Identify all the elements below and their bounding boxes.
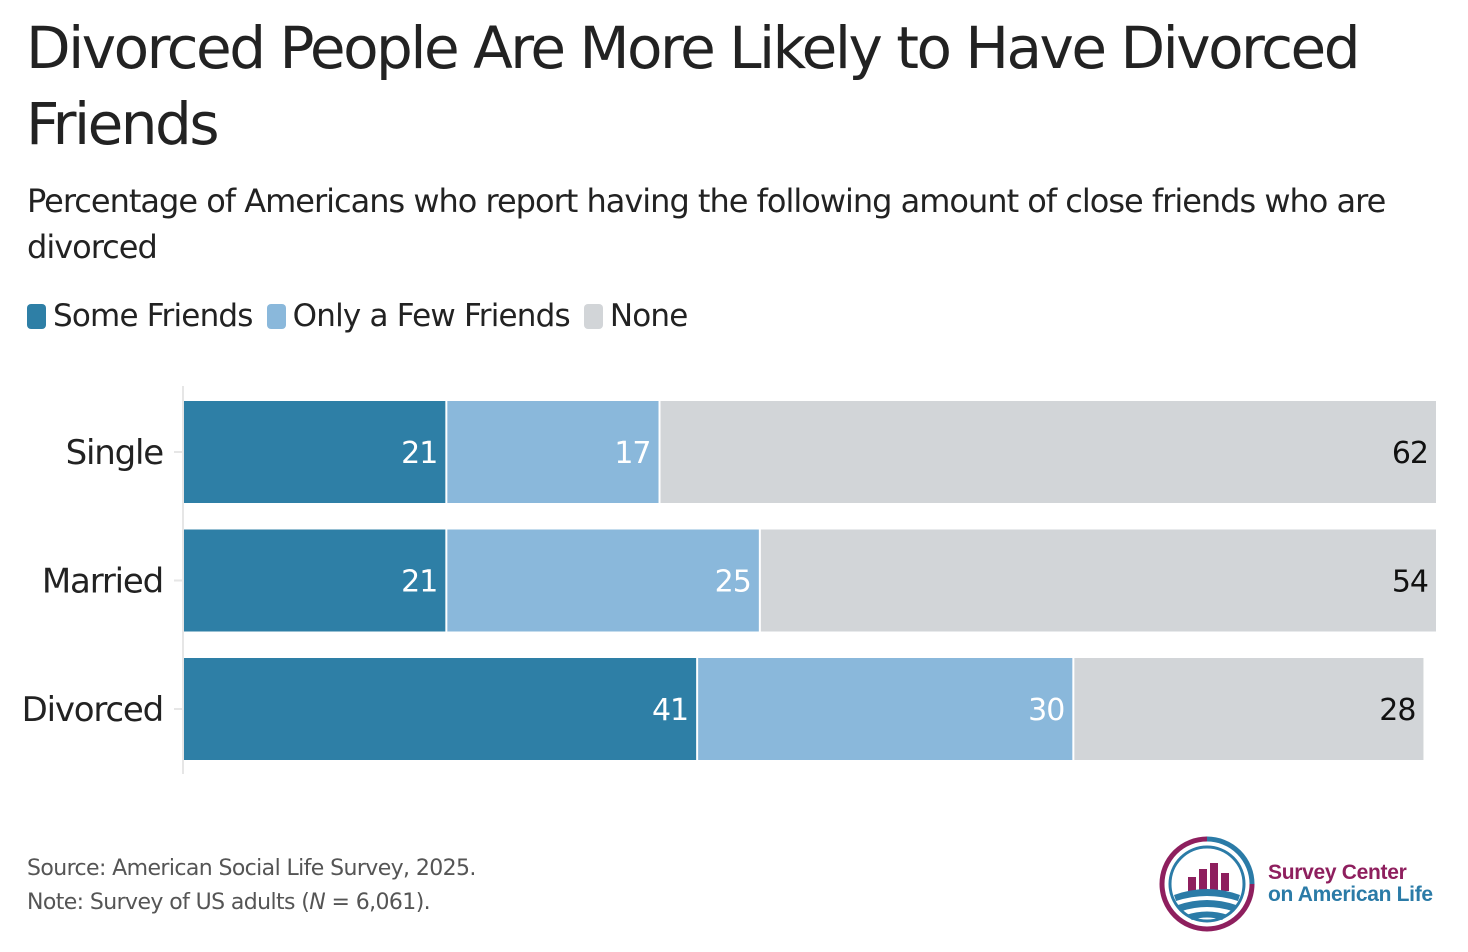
value-label-single-none: 62 [1392, 436, 1428, 471]
bar-divorced-none [1074, 658, 1424, 760]
survey-note-prefix: Note: Survey of US adults ( [27, 890, 310, 915]
legend-item-none: None [583, 298, 688, 334]
logo-wordmark: Survey Center on American Life [1268, 862, 1433, 906]
value-label-single-only-a-few-friends: 17 [614, 436, 650, 471]
bar-married-some-friends [184, 529, 446, 632]
value-label-married-some-friends: 21 [401, 565, 437, 600]
bar-divorced-only-a-few-friends [698, 658, 1073, 760]
bar-single-some-friends [184, 401, 446, 503]
logo-line-1: Survey Center [1268, 861, 1407, 884]
value-label-married-only-a-few-friends: 25 [715, 565, 751, 600]
logo-line-2: on American Life [1268, 883, 1433, 906]
legend-label-some-friends: Some Friends [53, 298, 253, 334]
bar-divorced-some-friends [184, 658, 697, 760]
bar-single-only-a-few-friends [447, 401, 659, 503]
bar-single-none [660, 401, 1436, 503]
category-label-single: Single [66, 433, 164, 473]
value-label-married-none: 54 [1392, 565, 1428, 600]
logo-emblem-icon [1159, 836, 1255, 932]
chart-title: Divorced People Are More Likely to Have … [26, 14, 1361, 158]
survey-note: Note: Survey of US adults (N = 6,061). [27, 886, 476, 920]
legend-swatch-some-friends [27, 303, 46, 329]
category-label-divorced: Divorced [22, 690, 163, 730]
value-label-single-some-friends: 21 [401, 436, 437, 471]
value-label-divorced-none: 28 [1379, 693, 1415, 728]
chart-footer: Source: American Social Life Survey, 202… [27, 852, 476, 920]
legend-item-only-a-few-friends: Only a Few Friends [266, 298, 571, 334]
bar-married-only-a-few-friends [447, 529, 759, 632]
category-label-married: Married [42, 562, 163, 602]
survey-note-suffix: = 6,061). [325, 890, 431, 915]
legend-label-only-a-few-friends: Only a Few Friends [292, 298, 571, 334]
bar-married-none [760, 529, 1436, 632]
legend-label-none: None [609, 298, 688, 334]
source-note: Source: American Social Life Survey, 202… [27, 856, 476, 881]
survey-note-n: N [309, 890, 326, 915]
stacked-bar-chart: Single 21 17 62 Married 21 25 54 Divorced 41 30 28 [22, 386, 1436, 774]
legend-item-some-friends: Some Friends [27, 298, 253, 334]
legend-swatch-none [583, 303, 603, 329]
chart-legend: Some Friends Only a Few Friends None [27, 294, 702, 338]
survey-center-logo: Survey Center on American Life [1158, 832, 1448, 936]
value-label-divorced-only-a-few-friends: 30 [1028, 693, 1064, 728]
legend-swatch-only-a-few-friends [266, 303, 286, 329]
chart-subtitle: Percentage of Americans who report havin… [27, 182, 1386, 266]
value-label-divorced-some-friends: 41 [652, 693, 688, 728]
